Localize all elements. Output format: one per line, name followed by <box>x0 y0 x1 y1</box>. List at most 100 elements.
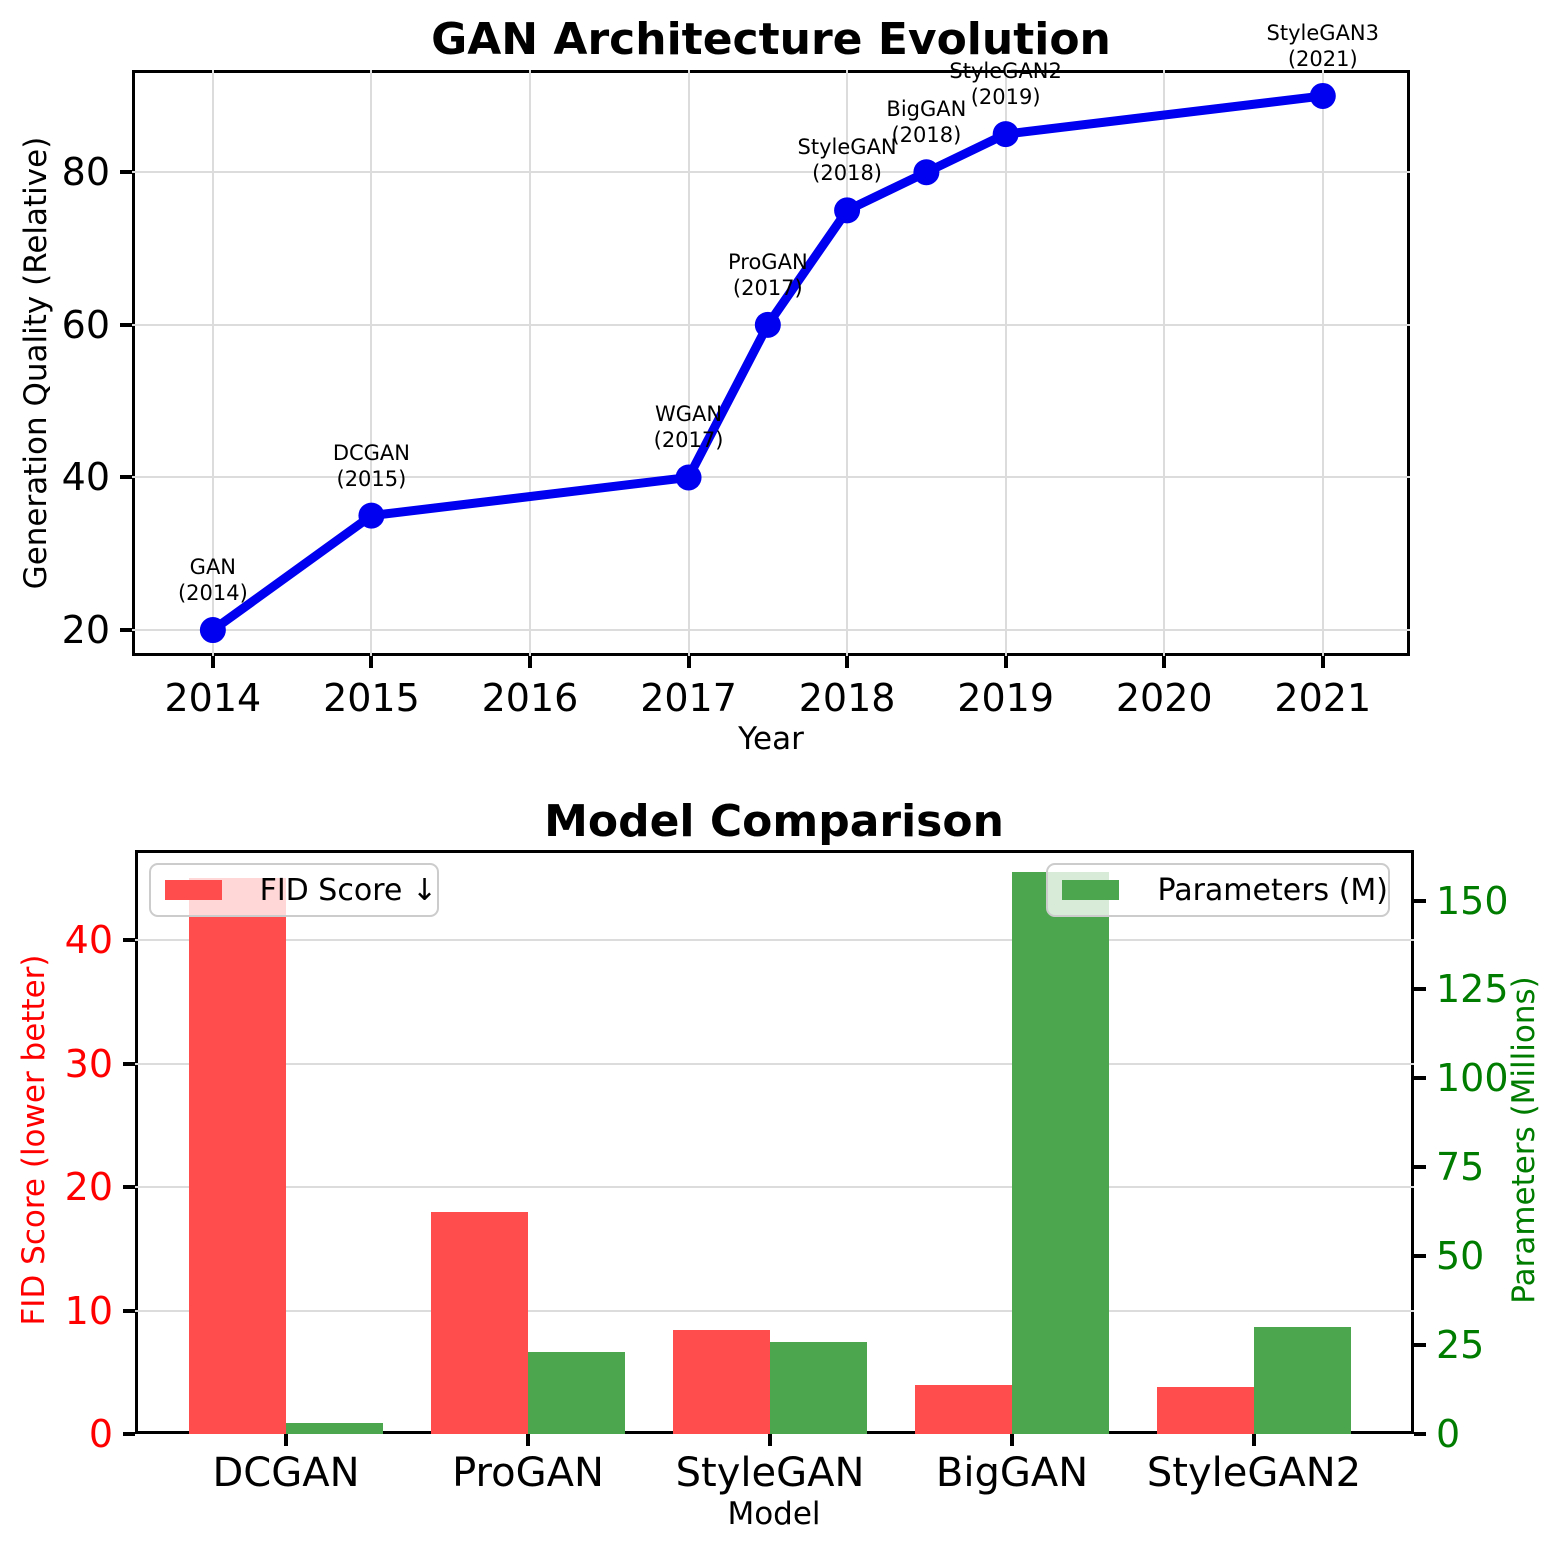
legend-fid-swatch <box>165 880 222 900</box>
fid-tick-mark <box>123 1061 135 1066</box>
grid-line-vertical <box>211 70 214 656</box>
parameters-tick-label: 150 <box>1436 878 1509 923</box>
model-tick-mark <box>768 1434 772 1446</box>
annotation-model-name: GAN <box>189 555 237 580</box>
data-point-marker <box>199 617 226 644</box>
parameters-bar <box>1012 872 1109 1434</box>
annotation-model-name: ProGAN <box>727 249 808 274</box>
parameters-tick-mark <box>1414 987 1426 992</box>
parameters-tick-label: 50 <box>1436 1234 1485 1279</box>
legend-parameters-swatch <box>1062 880 1120 900</box>
fid-tick-label: 10 <box>64 1288 113 1333</box>
data-point-marker <box>358 502 385 529</box>
parameters-tick-label: 0 <box>1436 1412 1461 1456</box>
x-tick-label: 2014 <box>164 676 262 720</box>
grid-line-vertical <box>1163 70 1166 656</box>
x-tick-mark <box>1162 656 1167 668</box>
model-tick-label: StyleGAN <box>675 1450 865 1496</box>
data-point-marker <box>992 121 1019 148</box>
line-path <box>210 91 1324 634</box>
annotation-model-year: (2018) <box>812 161 883 186</box>
annotation-model-name: StyleGAN3 <box>1266 20 1380 45</box>
model-tick-label: StyleGAN2 <box>1146 1450 1362 1496</box>
annotation-model-name: StyleGAN <box>797 135 897 160</box>
legend-fid: FID Score ↓ <box>149 863 439 917</box>
parameters-bar <box>1254 1327 1351 1434</box>
grid-line-vertical <box>528 70 531 656</box>
parameters-tick-mark <box>1414 1343 1426 1348</box>
line-chart-y-axis-label: Generation Quality (Relative) <box>18 136 54 590</box>
x-tick-mark <box>1320 656 1325 668</box>
y-tick-label: 80 <box>61 150 110 195</box>
point-annotation: ProGAN (2017) <box>728 249 808 301</box>
grid-line-vertical <box>846 70 849 656</box>
data-point-marker <box>675 464 702 491</box>
line-chart-title: GAN Architecture Evolution <box>431 14 1111 65</box>
fid-tick-label: 20 <box>64 1165 113 1210</box>
parameters-tick-label: 25 <box>1436 1323 1485 1368</box>
annotation-model-year: (2019) <box>970 85 1041 110</box>
model-tick-label: DCGAN <box>212 1450 360 1496</box>
legend-parameters-label: Parameters (M) <box>1157 872 1388 908</box>
point-annotation: GAN (2014) <box>178 554 248 606</box>
parameters-axis-label: Parameters (Millions) <box>1506 976 1542 1304</box>
grid-line-vertical <box>687 70 690 656</box>
grid-line-horizontal <box>135 1309 1414 1312</box>
fid-tick-label: 30 <box>64 1041 113 1086</box>
model-tick-mark <box>1010 1434 1014 1446</box>
x-tick-mark <box>527 656 532 668</box>
parameters-tick-mark <box>1414 1254 1426 1259</box>
fid-tick-label: 0 <box>88 1412 113 1456</box>
y-tick-mark <box>120 170 132 175</box>
model-tick-mark <box>284 1434 288 1446</box>
annotation-model-name: DCGAN <box>332 440 411 465</box>
annotation-model-year: (2017) <box>732 275 803 300</box>
model-tick-label: BigGAN <box>935 1450 1089 1496</box>
y-tick-label: 40 <box>61 455 110 500</box>
point-annotation: StyleGAN2 (2019) <box>949 58 1061 110</box>
fid-score-bar <box>431 1211 528 1434</box>
grid-line-vertical <box>370 70 373 656</box>
x-tick-mark <box>686 656 691 668</box>
model-tick-label: ProGAN <box>452 1450 604 1496</box>
annotation-model-name: WGAN <box>654 402 723 427</box>
annotation-model-year: (2021) <box>1287 46 1358 71</box>
annotation-model-name: BigGAN <box>886 97 967 122</box>
line-chart-x-axis-label: Year <box>738 721 804 757</box>
fid-tick-mark <box>123 1308 135 1313</box>
parameters-tick-mark <box>1414 1165 1426 1170</box>
annotation-model-name: StyleGAN2 <box>949 59 1062 84</box>
y-tick-label: 20 <box>61 608 110 653</box>
fid-score-bar <box>1157 1387 1254 1434</box>
x-tick-label: 2016 <box>481 676 579 720</box>
grid-line-vertical <box>1321 70 1324 656</box>
x-tick-label: 2015 <box>323 676 420 720</box>
fid-score-bar <box>189 878 286 1434</box>
model-tick-mark <box>1252 1434 1256 1446</box>
annotation-model-year: (2015) <box>336 466 407 491</box>
data-point-marker <box>913 159 940 186</box>
grid-line-horizontal <box>135 1062 1414 1065</box>
grid-line-horizontal <box>132 171 1410 174</box>
fid-score-bar <box>915 1384 1012 1434</box>
legend-fid-label: FID Score ↓ <box>259 872 437 908</box>
point-annotation: DCGAN (2015) <box>333 440 410 492</box>
point-annotation: WGAN (2017) <box>654 401 724 453</box>
x-tick-label: 2020 <box>1115 676 1213 720</box>
data-point-marker <box>754 311 781 338</box>
parameters-tick-label: 100 <box>1436 1056 1509 1101</box>
x-tick-label: 2018 <box>798 676 896 720</box>
parameters-bar <box>770 1341 867 1434</box>
point-annotation: StyleGAN (2018) <box>798 134 897 186</box>
point-annotation: StyleGAN3 (2021) <box>1267 20 1379 72</box>
grid-line-horizontal <box>132 629 1410 632</box>
parameters-bar <box>286 1423 383 1434</box>
quality-line-series <box>199 82 1336 644</box>
x-tick-mark <box>845 656 850 668</box>
point-annotation: BigGAN (2018) <box>886 96 966 148</box>
x-tick-label: 2017 <box>640 676 737 720</box>
y-tick-mark <box>120 322 132 327</box>
x-tick-label: 2019 <box>957 676 1055 720</box>
x-tick-mark <box>369 656 374 668</box>
